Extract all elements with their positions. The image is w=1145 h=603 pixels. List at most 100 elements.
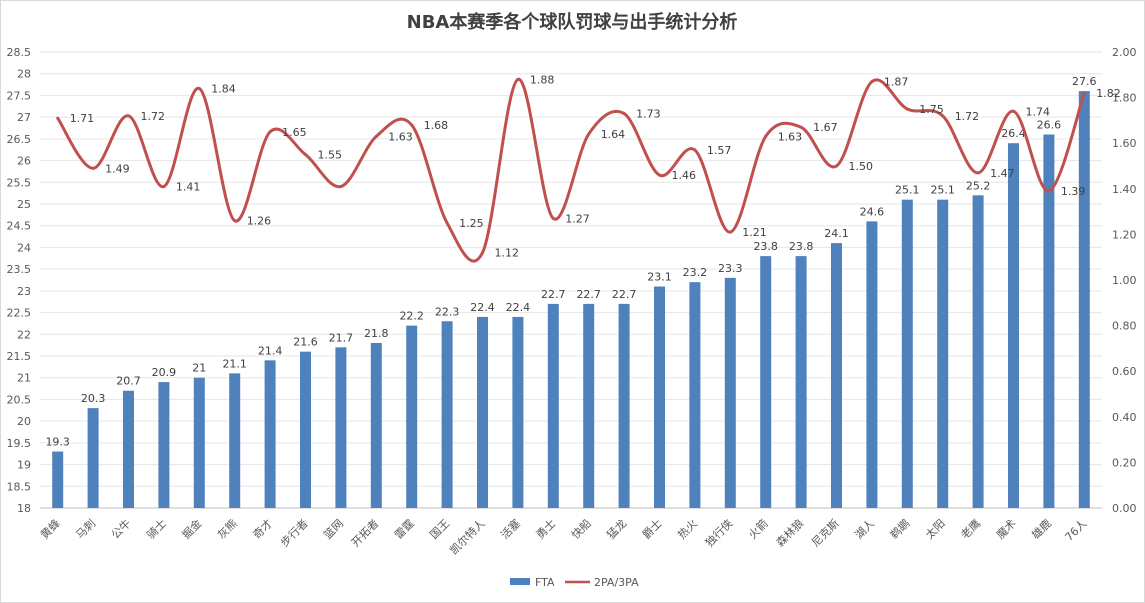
fta-bar [937,199,949,508]
fta-value-label: 21.8 [364,327,389,340]
category-label: 马刺 [73,517,98,542]
fta-labels: 19.3 20.3 20.7 20.9 21 21.1 21.4 21.6 21.7 21.8 22… [45,75,1096,448]
ratio-point [870,80,874,84]
fta-value-label: 26.4 [1001,127,1026,140]
category-label: 湖人 [852,517,877,542]
ratio-value-label: 1.71 [70,112,95,125]
fta-bar [300,351,311,508]
left-tick-label: 25 [17,198,31,211]
left-tick-label: 20 [17,415,31,428]
ratio-value-label: 1.73 [636,108,661,121]
category-label: 灰熊 [214,516,239,541]
category-label: 爵士 [639,516,664,541]
right-tick-label: 0.60 [1112,365,1137,378]
ratio-point [622,112,626,116]
left-tick-label: 22 [17,328,31,341]
ratio-value-label: 1.55 [318,149,343,162]
ratio-point [976,171,980,175]
left-tick-label: 18.5 [7,480,32,493]
left-tick-label: 18 [17,502,31,515]
fta-bar [901,199,913,508]
ratio-value-label: 1.64 [601,128,626,141]
fta-bar [654,286,665,508]
fta-value-label: 24.6 [860,205,885,218]
ratio-value-label: 1.47 [990,167,1015,180]
fta-bar [441,321,453,508]
ratio-value-label: 1.57 [707,144,732,157]
ratio-value-label: 1.72 [955,110,980,123]
ratio-value-label: 1.67 [813,121,838,134]
ratio-value-label: 1.41 [176,181,201,194]
ratio-point [162,185,166,189]
left-tick-label: 28 [17,68,31,81]
left-tick-label: 21.5 [7,350,32,363]
left-tick-label: 26.5 [7,133,32,146]
category-label: 快船 [568,516,593,541]
fta-bar [158,382,170,508]
fta-bar [724,277,736,508]
ratio-point [268,130,272,134]
fta-bar [795,256,807,508]
ratio-point [197,86,201,90]
gridlines [40,51,1102,509]
ratio-point [1012,109,1015,113]
fta-value-label: 20.3 [81,392,106,405]
category-label: 老鹰 [958,516,983,541]
fta-bars [52,91,1090,509]
ratio-value-label: 1.25 [459,217,484,230]
ratio-value-label: 1.82 [1096,87,1121,100]
fta-value-label: 23.8 [753,240,778,253]
fta-bar [264,360,276,508]
category-label: 独行侠 [703,517,736,550]
ratio-value-label: 1.27 [565,212,590,225]
fta-bar [831,243,842,509]
category-label: 活塞 [498,516,523,541]
left-tick-label: 19.5 [7,437,32,450]
ratio-value-label: 1.39 [1061,185,1086,198]
category-label: 国王 [427,517,452,542]
fta-value-label: 21.7 [329,331,354,344]
left-tick-label: 19 [17,459,31,472]
fta-value-label: 23.3 [718,262,743,275]
ratio-point [835,164,838,168]
legend-fta-swatch [510,578,530,585]
category-label: 森林狼 [773,516,806,549]
legend: FTA 2PA/3PA [510,576,639,589]
fta-bar [866,221,878,508]
category-label: 凯尔特人 [447,516,488,557]
category-label: 太阳 [923,517,948,542]
fta-value-label: 22.3 [435,305,460,318]
ratio-point [445,221,449,225]
fta-bar [972,195,984,509]
ratio-point [551,216,555,220]
fta-value-label: 20.9 [152,366,177,379]
category-label: 尼克斯 [809,517,842,550]
left-tick-label: 24.5 [7,220,32,233]
fta-bar [1008,143,1019,508]
fta-value-label: 22.4 [470,301,495,314]
ratio-point [905,107,909,111]
ratio-value-label: 1.65 [282,126,307,139]
category-label: 公牛 [108,516,133,541]
fta-value-label: 21 [192,362,206,375]
ratio-point [56,116,60,120]
ratio-value-label: 1.87 [884,76,909,89]
left-axis: 18 18.5 19 19.5 20 20.5 21 21.5 22 22.5 23 23.5 24 24… [7,46,32,515]
fta-bar [52,451,64,508]
right-axis: 0.00 0.20 0.40 0.60 0.80 1.00 1.20 1.40 1.60 1.80… [1112,46,1137,515]
left-tick-label: 20.5 [7,393,32,406]
ratio-line [56,77,1086,263]
left-tick-label: 23 [17,285,31,298]
ratio-point [374,134,378,138]
fta-value-label: 22.7 [612,288,637,301]
ratio-point [339,185,343,189]
right-tick-label: 1.60 [1112,137,1137,150]
category-label: 76人 [1063,517,1090,544]
legend-fta-label: FTA [535,576,555,589]
fta-value-label: 22.7 [541,288,566,301]
fta-bar [583,303,595,508]
category-label: 雷霆 [392,517,417,542]
left-tick-label: 21 [17,372,31,385]
ratio-point [693,148,697,152]
